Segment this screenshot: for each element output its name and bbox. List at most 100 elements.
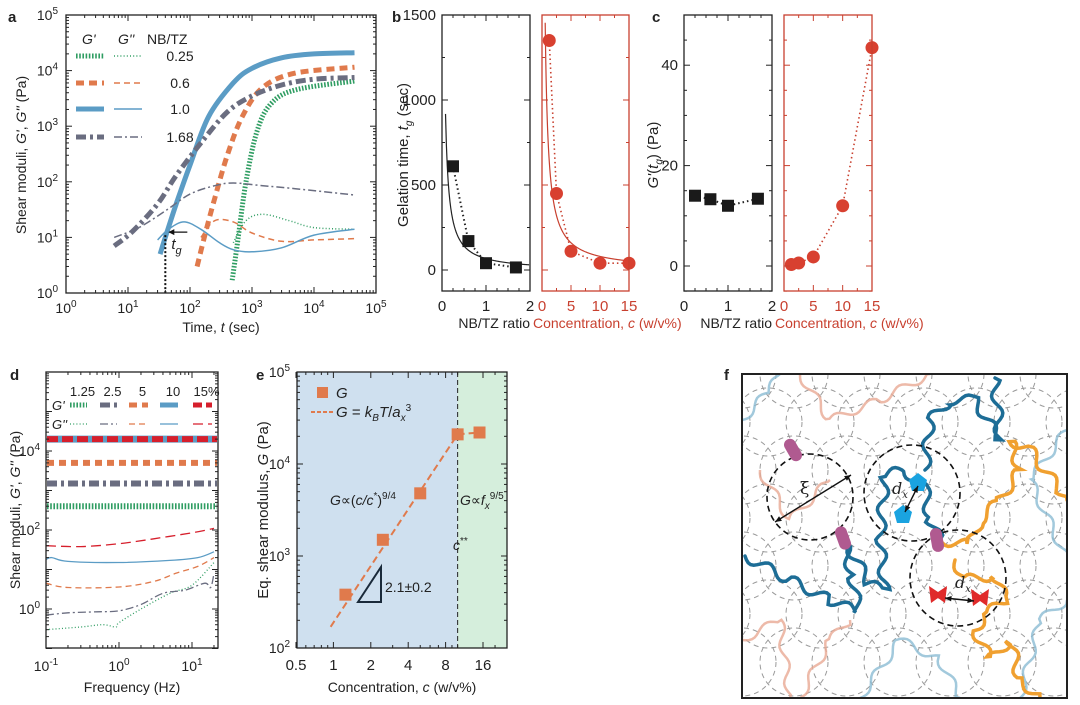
x-axis-label: Frequency (Hz) (84, 679, 180, 695)
tick-base: 10 (269, 640, 285, 656)
y-tick-label: 100 (19, 600, 41, 617)
blob-outline (993, 579, 1063, 649)
y-axis-label-part: g (654, 159, 665, 165)
x-axis-label-part: t (221, 319, 226, 335)
x-tick-label: 1 (724, 298, 732, 315)
y-tick-label: 1500 (403, 7, 436, 24)
blob-outline (889, 387, 959, 457)
tetrazine-bowtie-icon (929, 586, 947, 603)
y-tick-label: 102 (37, 173, 59, 190)
tick-base: 10 (19, 601, 35, 617)
blob-outline (941, 387, 1011, 457)
tick-base: 10 (19, 443, 35, 459)
series-5-loss-modulus-line (45, 557, 215, 589)
c-double-star-label: c** (453, 536, 468, 553)
tick-base: 10 (37, 63, 53, 79)
y-axis-label-part: G' (645, 173, 662, 189)
legend-label-fit-part: / (388, 404, 393, 421)
tick-base: 10 (37, 229, 53, 245)
x-axis-label: Time, t (sec) (182, 319, 259, 335)
data-point-square (689, 189, 701, 202)
y-axis-label: G'(tg) (Pa) (645, 122, 665, 189)
tick-exponent: 2 (195, 299, 201, 310)
y-axis-label-part: t (645, 164, 662, 169)
crosslinker-capsule (784, 438, 802, 462)
blob-outline (994, 292, 1062, 360)
background-polymer-chain (859, 637, 961, 698)
blob-outline (742, 531, 777, 601)
axes-frame (296, 371, 508, 649)
x-tick-label: 102 (179, 299, 201, 316)
crosslink-distance-arrow-head (912, 486, 918, 493)
blob-outline (942, 292, 1010, 360)
x-tick-label: 16 (475, 657, 492, 674)
legend-label-fit: G = kBT/ax3 (336, 403, 412, 424)
x-tick-label: 15 (621, 298, 638, 315)
blob-outline (742, 399, 751, 445)
x-axis-label: Concentration, c (w/v%) (328, 679, 477, 695)
x-axis-label-right: Concentration, c (w/v%) (775, 315, 924, 331)
tick-exponent: 5 (52, 6, 58, 17)
above-c-double-star-region (457, 372, 507, 648)
crosslink-distance-label: dx (892, 479, 908, 501)
above-scaling-label-part: x (484, 501, 491, 512)
y-axis-label-part: G'' (13, 105, 29, 123)
tick-exponent: 4 (34, 442, 40, 453)
blob-outline (656, 340, 724, 408)
tg-label-main: t (171, 236, 176, 253)
x-tick-label: 103 (241, 299, 263, 316)
blob-outline (993, 483, 1063, 553)
schematic-frame (741, 373, 1068, 699)
x-tick-label: 15 (864, 298, 881, 315)
series-0.6-loss-modulus-line (200, 218, 355, 243)
x-tick-label: 101 (117, 299, 139, 316)
x-tick-label: 10 (834, 298, 851, 315)
y-axis-label-part: Shear moduli, (13, 144, 29, 234)
x-tick-label: 0 (538, 298, 546, 315)
tick-exponent: -1 (49, 657, 58, 668)
blob-outline (915, 627, 985, 697)
tick-exponent: 5 (284, 363, 290, 374)
x-tick-label: 2 (367, 657, 375, 674)
semi-dilute-scaling-label-part: G (330, 492, 341, 508)
blob-outline (656, 532, 724, 600)
tg-label: tg (171, 236, 182, 257)
background-polymer-chain (799, 619, 852, 698)
panel-a-legend: G' G'' NB/TZ0.25 0.6 1.0 1.68 (76, 31, 194, 145)
tick-base: 10 (37, 118, 53, 134)
panel-label-d: d (10, 367, 19, 384)
panel-label-c: c (652, 9, 660, 26)
blob-outline (759, 627, 829, 697)
legend-label: 0.25 (166, 48, 193, 64)
y-axis-label-part: Shear moduli, (7, 499, 23, 589)
data-point-circle (593, 256, 607, 270)
tick-base: 10 (37, 174, 53, 190)
legend-swatch-points (317, 387, 328, 398)
data-point-circle (836, 199, 850, 213)
panel-b-left-axes (441, 14, 531, 292)
legend-label-fit-part: T (379, 404, 390, 421)
slope-label: 2.1±0.2 (385, 579, 432, 595)
background-polymer-chain (742, 618, 793, 698)
crosslink-distance-arrow-head (945, 595, 952, 602)
tick-base: 10 (34, 658, 50, 674)
x-tick-label: 0.5 (286, 657, 307, 674)
legend-label-fit-part: x (400, 413, 407, 424)
semi-dilute-scaling-label-part: * (373, 491, 377, 502)
blob-outline (742, 495, 751, 541)
axes-frame (783, 14, 873, 292)
panel-a-axes (65, 14, 377, 294)
semi-dilute-scaling-label-part: ) (377, 492, 382, 508)
connector-left (694, 194, 759, 207)
y-tick-label: 100 (37, 284, 59, 301)
legend-row-g2: G'' (52, 417, 68, 432)
blob-outline (759, 531, 829, 601)
tg-arrow-head (168, 229, 175, 236)
background-polymer-chain (758, 469, 831, 521)
y-tick-label: 102 (269, 639, 291, 656)
blob-outline (967, 531, 1037, 601)
blob-outline (941, 579, 1011, 649)
blob-outline (785, 387, 855, 457)
blob-outline (811, 435, 881, 505)
